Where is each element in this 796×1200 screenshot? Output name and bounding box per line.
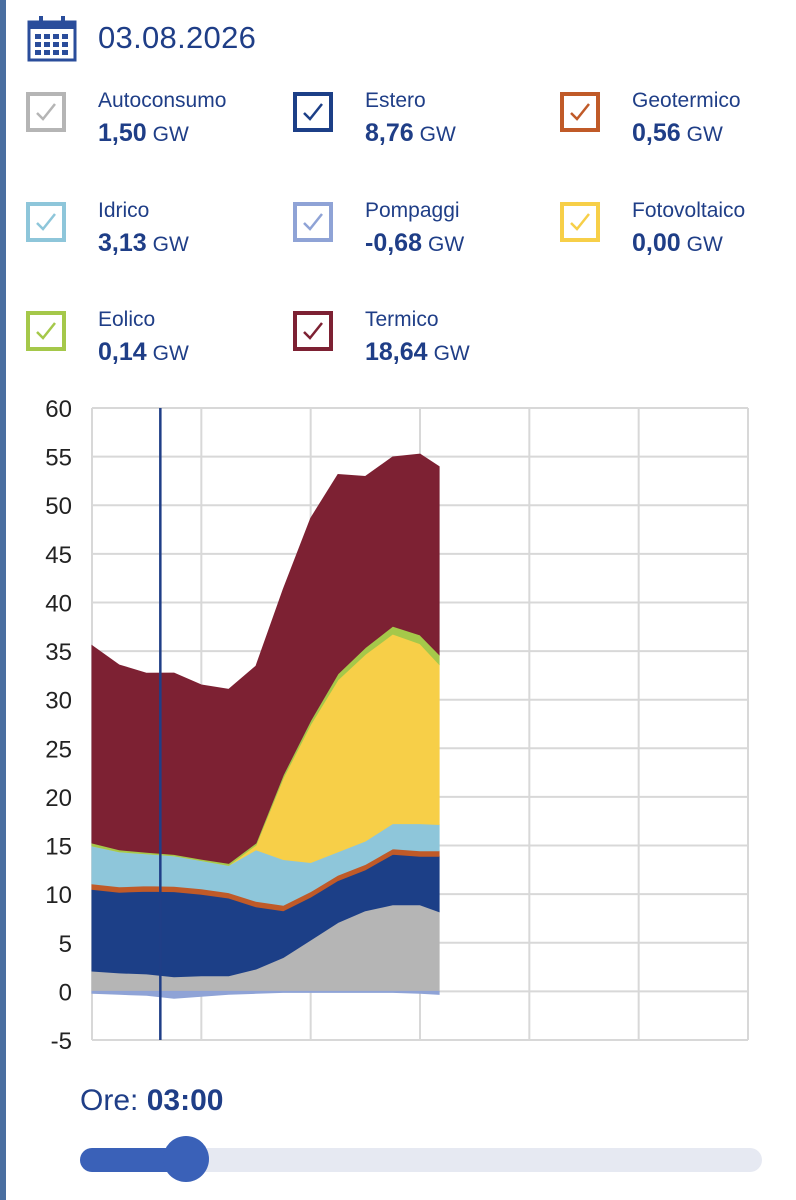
hour-value: 03:00 <box>146 1084 224 1117</box>
legend-unit: GW <box>686 123 723 146</box>
checkbox-termico[interactable] <box>293 311 333 351</box>
legend-name: Termico <box>365 308 439 331</box>
y-tick-label: 20 <box>45 785 72 812</box>
legend-value: -0,68 <box>365 229 422 257</box>
check-icon <box>303 213 323 231</box>
legend-value: 0,14 <box>98 338 147 366</box>
side-strip <box>0 0 6 1200</box>
legend-fotovoltaico[interactable]: Fotovoltaico 0,00 GW <box>560 200 745 256</box>
legend-value: 3,13 <box>98 229 147 257</box>
legend-name: Geotermico <box>632 89 741 112</box>
checkbox-autoconsumo[interactable] <box>26 92 66 132</box>
legend-value: 1,50 <box>98 119 147 147</box>
legend-geotermico[interactable]: Geotermico 0,56 GW <box>560 90 741 146</box>
legend-idrico[interactable]: Idrico 3,13 GW <box>26 200 189 256</box>
checkbox-fotovoltaico[interactable] <box>560 202 600 242</box>
checkbox-pompaggi[interactable] <box>293 202 333 242</box>
legend-name: Estero <box>365 89 426 112</box>
check-icon <box>36 322 56 340</box>
hour-label: Ore: 03:00 <box>80 1084 223 1118</box>
legend-unit: GW <box>427 233 465 256</box>
y-tick-label: 5 <box>59 931 72 958</box>
check-icon <box>303 103 323 121</box>
legend-value: 18,64 <box>365 338 428 366</box>
checkbox-geotermico[interactable] <box>560 92 600 132</box>
legend-termico[interactable]: Termico 18,64 GW <box>293 309 470 365</box>
legend-value: 0,00 <box>632 229 681 257</box>
legend-estero[interactable]: Estero 8,76 GW <box>293 90 456 146</box>
checkbox-idrico[interactable] <box>26 202 66 242</box>
y-tick-label: 0 <box>59 979 72 1006</box>
area-termico <box>91 453 440 864</box>
check-icon <box>36 103 56 121</box>
y-tick-label: 40 <box>45 590 72 617</box>
check-icon <box>36 213 56 231</box>
legend-pompaggi[interactable]: Pompaggi -0,68 GW <box>293 200 464 256</box>
legend-unit: GW <box>686 233 723 256</box>
legend-autoconsumo[interactable]: Autoconsumo 1,50 GW <box>26 90 226 146</box>
calendar-icon[interactable] <box>26 13 78 63</box>
y-tick-label: 15 <box>45 834 72 861</box>
legend-name: Eolico <box>98 308 156 331</box>
date-header[interactable]: 03.08.2026 <box>26 12 256 64</box>
y-tick-label: 50 <box>45 493 72 520</box>
legend-unit: GW <box>152 123 189 146</box>
legend-unit: GW <box>433 342 470 365</box>
legend-unit: GW <box>419 123 456 146</box>
legend-value: 0,56 <box>632 119 681 147</box>
legend-name: Pompaggi <box>365 199 460 222</box>
legend-unit: GW <box>152 233 189 256</box>
legend-name: Idrico <box>98 199 150 222</box>
y-tick-label: 30 <box>45 688 72 715</box>
area-pompaggi <box>91 990 440 999</box>
check-icon <box>570 103 590 121</box>
legend-name: Fotovoltaico <box>632 199 746 222</box>
y-tick-label: 10 <box>45 882 72 909</box>
date-label[interactable]: 03.08.2026 <box>98 20 257 55</box>
hour-label-prefix: Ore: <box>80 1084 139 1117</box>
y-tick-label: -5 <box>51 1028 72 1052</box>
legend-name: Autoconsumo <box>98 89 227 112</box>
y-tick-label: 45 <box>45 542 72 569</box>
y-tick-label: 60 <box>45 396 72 423</box>
y-tick-label: 25 <box>45 736 72 763</box>
legend-value: 8,76 <box>365 119 414 147</box>
y-tick-label: 35 <box>45 639 72 666</box>
checkbox-eolico[interactable] <box>26 311 66 351</box>
check-icon <box>303 322 323 340</box>
legend-unit: GW <box>152 342 189 365</box>
checkbox-estero[interactable] <box>293 92 333 132</box>
check-icon <box>570 213 590 231</box>
hour-slider-thumb[interactable] <box>162 1136 209 1182</box>
y-tick-label: 55 <box>45 445 72 472</box>
legend-eolico[interactable]: Eolico 0,14 GW <box>26 309 189 365</box>
